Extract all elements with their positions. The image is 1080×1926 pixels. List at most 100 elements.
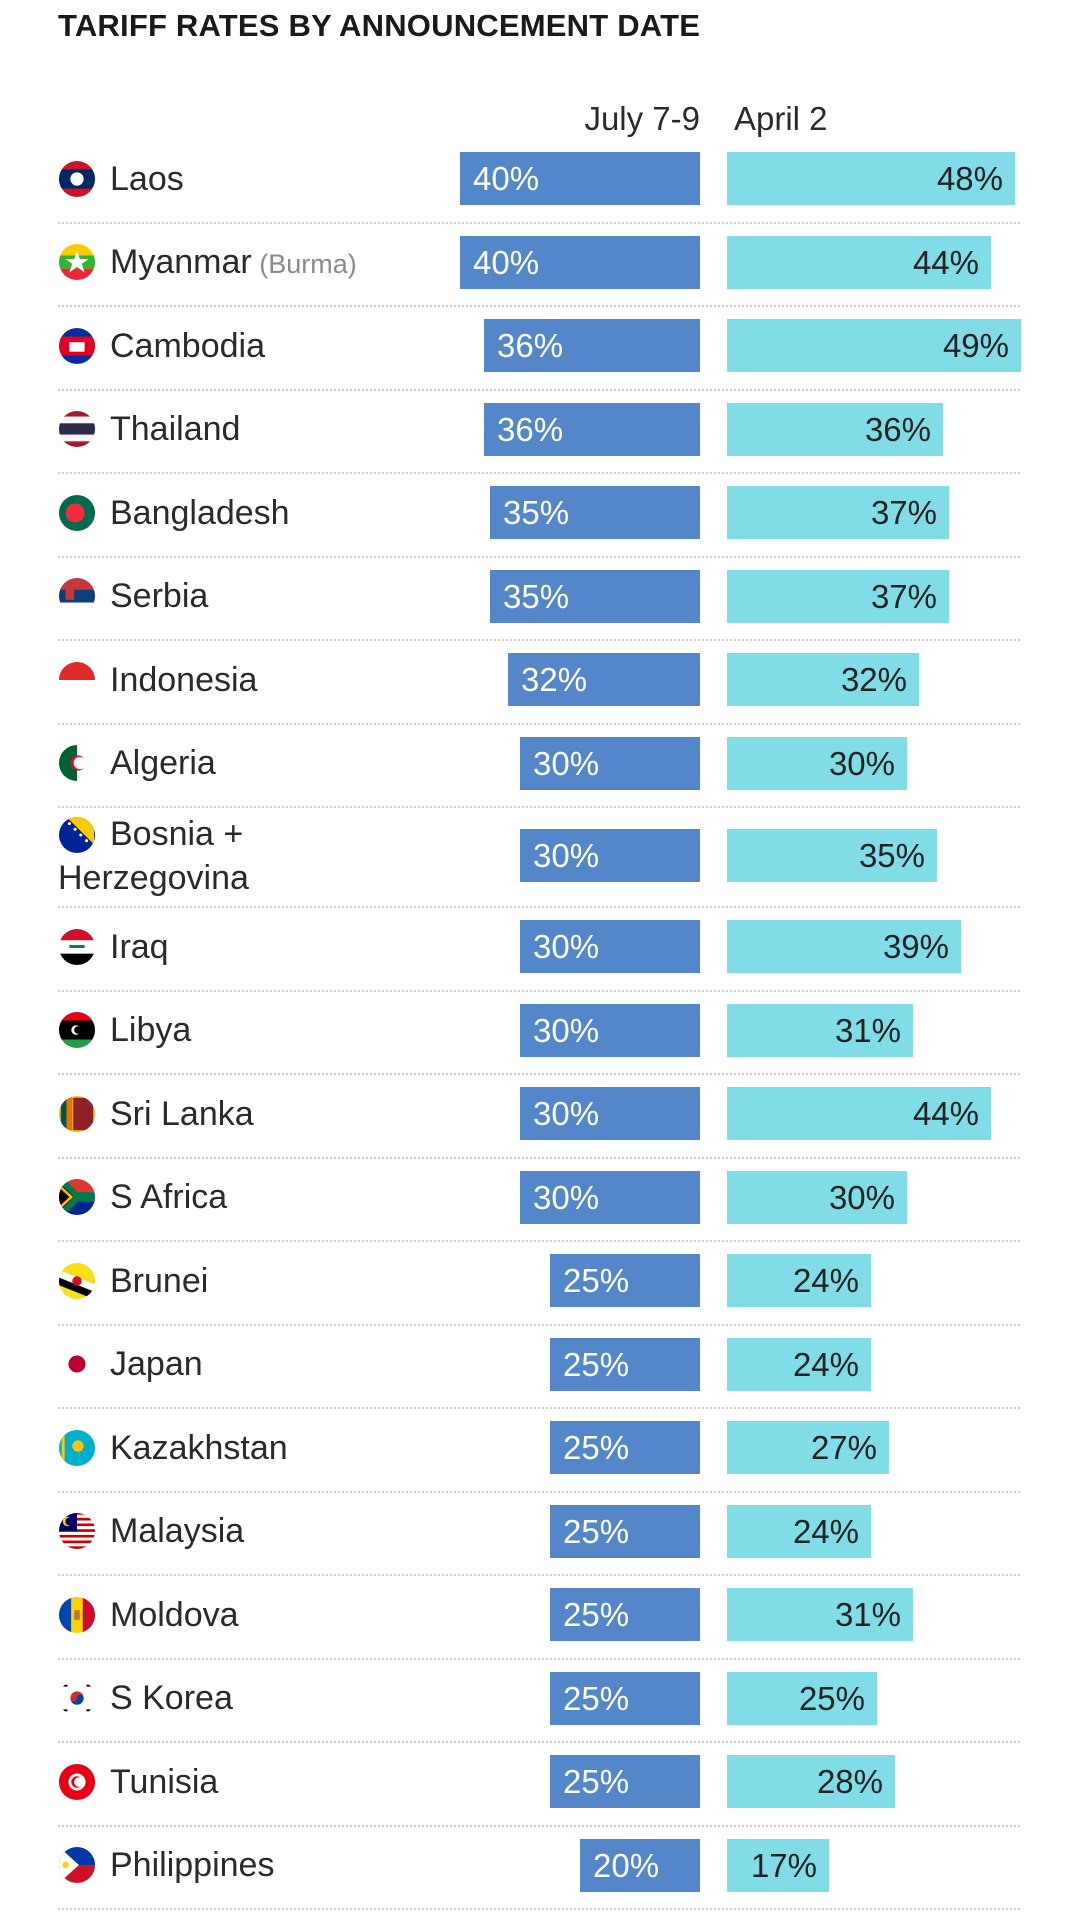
country-name: S Korea	[110, 1679, 233, 1718]
bar-july	[520, 1170, 700, 1224]
table-row	[58, 558, 1020, 641]
value-label-april: 31%	[834, 1011, 901, 1049]
brunei-flag-icon	[58, 1262, 96, 1300]
country-name: Cambodia	[110, 326, 265, 365]
country-name: Algeria	[110, 744, 216, 783]
value-label-april: 37%	[870, 494, 937, 532]
country-label: Laos	[110, 158, 184, 200]
bar-april	[727, 1421, 889, 1475]
value-label-july: 30%	[533, 928, 600, 966]
country-name: Sri Lanka	[110, 1094, 254, 1133]
bar-april	[727, 1003, 913, 1057]
value-label-july: 35%	[503, 577, 570, 615]
bar-april	[727, 402, 943, 456]
algeria-flag-icon	[58, 744, 96, 782]
bar-july	[460, 152, 700, 206]
country-name: S Africa	[110, 1178, 228, 1217]
bar-july	[520, 736, 700, 790]
table-row	[58, 808, 1020, 908]
libya-flag-icon	[58, 1011, 96, 1049]
value-label-april: 25%	[798, 1679, 865, 1717]
value-label-april: 32%	[840, 661, 907, 699]
value-label-july: 25%	[563, 1679, 630, 1717]
value-label-july: 25%	[563, 1596, 630, 1634]
bar-july	[550, 1755, 700, 1809]
country-name: Kazakhstan	[110, 1428, 288, 1467]
value-label-july: 25%	[563, 1429, 630, 1467]
bar-july	[520, 920, 700, 974]
table-row	[58, 725, 1020, 808]
bar-april	[727, 235, 991, 289]
country-name: Myanmar	[110, 243, 252, 282]
table-row	[58, 224, 1020, 307]
bar-april	[727, 1671, 877, 1725]
legend-july: July 7-9	[584, 100, 700, 137]
bar-april	[727, 1087, 991, 1141]
bar-july	[508, 653, 700, 707]
country-name: Malaysia	[110, 1512, 245, 1551]
country-label: Algeria	[110, 742, 216, 784]
country-name: Bangladesh	[110, 493, 290, 532]
country-label: Bangladesh	[110, 492, 290, 534]
table-row	[58, 391, 1020, 474]
country-label: Philippines	[110, 1844, 274, 1886]
bar-april	[727, 1838, 829, 1892]
bar-april	[727, 1588, 913, 1642]
table-row	[58, 1827, 1020, 1910]
country-label: Libya	[110, 1009, 191, 1051]
bar-july	[490, 569, 700, 623]
value-label-july: 25%	[563, 1262, 630, 1300]
bar-july	[550, 1588, 700, 1642]
country-name: Bosnia + Herzegovina	[58, 815, 249, 897]
japan-flag-icon	[58, 1345, 96, 1383]
bosnia-flag-icon	[58, 816, 96, 854]
value-label-july: 36%	[497, 327, 564, 365]
value-label-april: 17%	[750, 1846, 817, 1884]
bar-july	[520, 1003, 700, 1057]
value-label-july: 25%	[563, 1763, 630, 1801]
table-row	[58, 1660, 1020, 1743]
bar-april	[727, 1504, 871, 1558]
value-label-april: 35%	[858, 836, 925, 874]
value-label-april: 24%	[792, 1262, 859, 1300]
value-label-april: 37%	[870, 577, 937, 615]
table-row	[58, 1576, 1020, 1660]
bar-april	[727, 569, 949, 623]
country-name: Tunisia	[110, 1762, 219, 1801]
bar-april	[727, 1170, 907, 1224]
value-label-april: 28%	[816, 1763, 883, 1801]
bar-april	[727, 828, 937, 882]
country-name: Brunei	[110, 1261, 209, 1300]
value-label-july: 25%	[563, 1512, 630, 1550]
tunisia-flag-icon	[58, 1763, 96, 1801]
country-label: Bosnia + Herzegovina	[58, 812, 358, 900]
value-label-july: 30%	[533, 1178, 600, 1216]
sri-lanka-flag-icon	[58, 1095, 96, 1133]
value-label-july: 40%	[473, 160, 540, 198]
serbia-flag-icon	[58, 577, 96, 615]
bar-april	[727, 486, 949, 540]
value-label-july: 40%	[473, 243, 540, 281]
table-row	[58, 1409, 1020, 1493]
bar-april	[727, 1337, 871, 1391]
chart-title: TARIFF RATES BY ANNOUNCEMENT DATE	[58, 8, 701, 43]
iraq-flag-icon	[58, 928, 96, 966]
value-label-april: 30%	[828, 744, 895, 782]
philippines-flag-icon	[58, 1846, 96, 1884]
table-row	[58, 140, 1020, 224]
myanmar-flag-icon	[58, 243, 96, 281]
country-label: Brunei	[110, 1260, 208, 1302]
south-korea-flag-icon	[58, 1679, 96, 1717]
table-row	[58, 474, 1020, 558]
bar-july	[484, 319, 700, 373]
table-row	[58, 1743, 1020, 1827]
country-label: Malaysia	[110, 1510, 244, 1552]
country-name: Thailand	[110, 410, 241, 449]
value-label-july: 30%	[533, 836, 600, 874]
bangladesh-flag-icon	[58, 494, 96, 532]
value-label-july: 30%	[533, 744, 600, 782]
thailand-flag-icon	[58, 410, 96, 448]
country-label: Moldova	[110, 1594, 239, 1636]
value-label-april: 48%	[936, 160, 1003, 198]
value-label-april: 36%	[864, 410, 931, 448]
